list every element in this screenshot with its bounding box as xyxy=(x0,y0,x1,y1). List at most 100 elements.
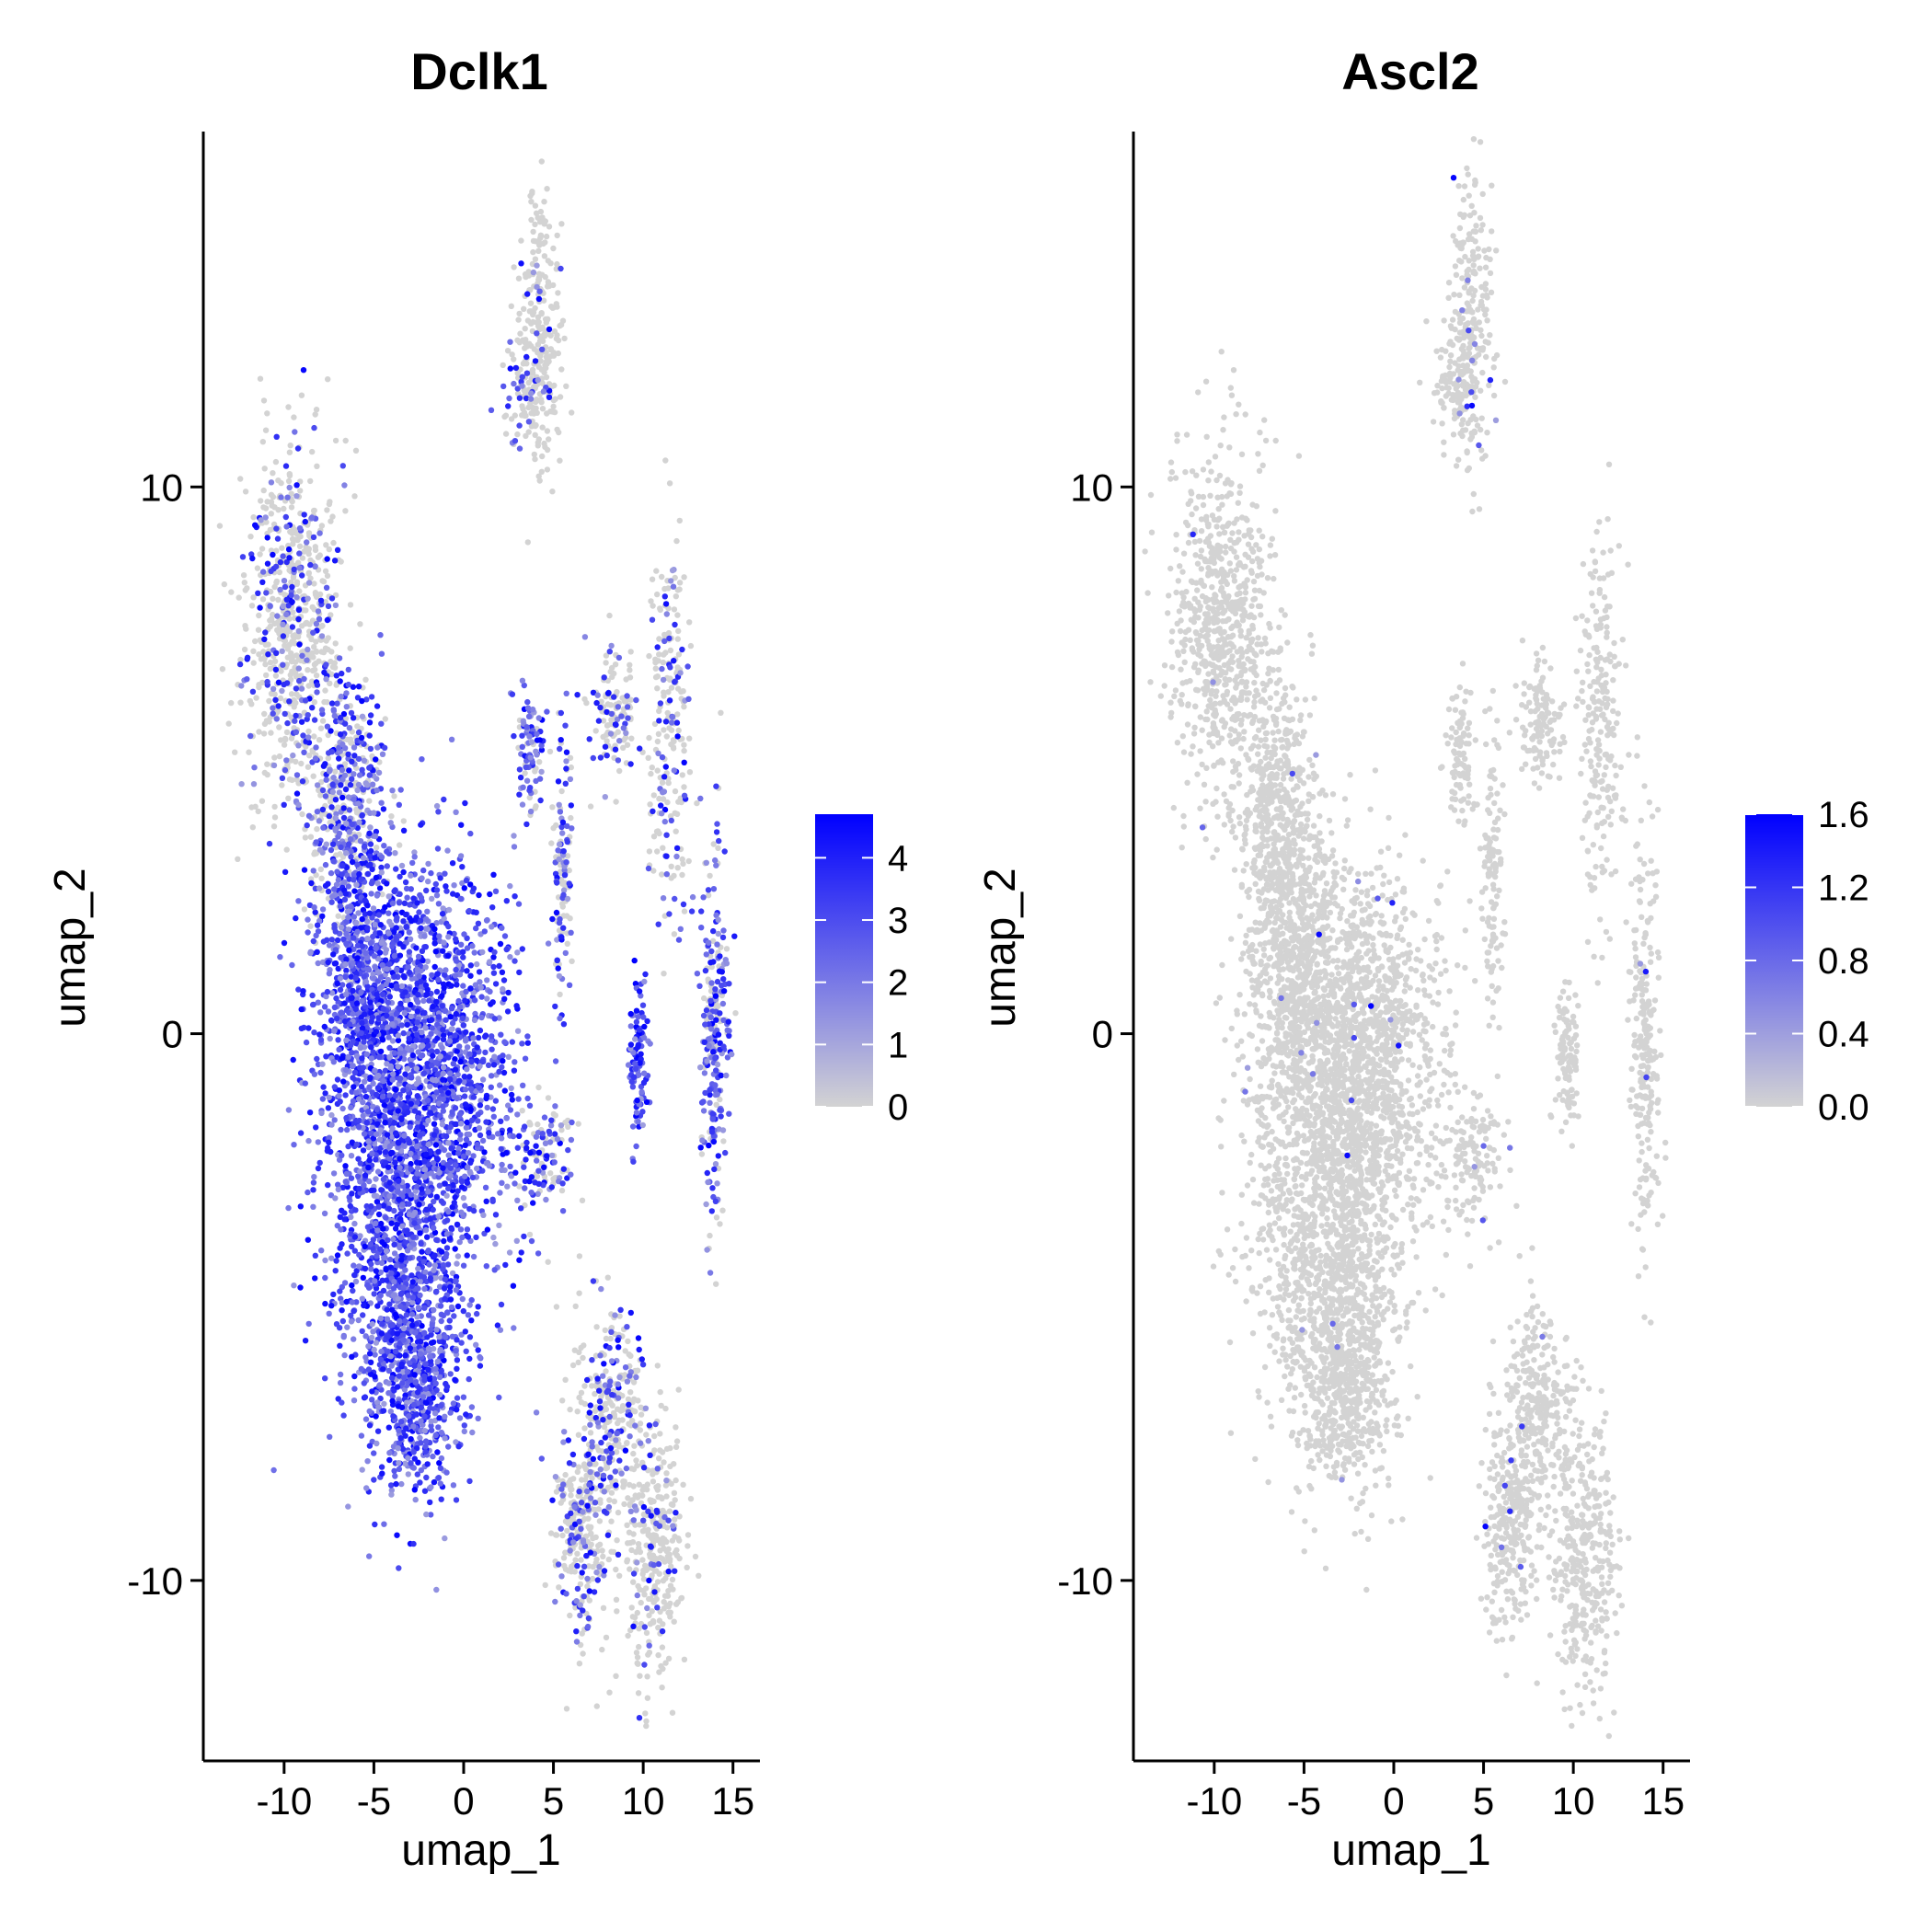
umap-point xyxy=(516,1133,523,1140)
umap-point xyxy=(643,1722,650,1730)
umap-point xyxy=(698,1151,706,1157)
umap-point xyxy=(498,1145,504,1153)
umap-point xyxy=(579,1477,585,1483)
umap-point xyxy=(529,189,535,195)
umap-point xyxy=(286,641,293,648)
umap-point xyxy=(298,1006,305,1013)
umap-point xyxy=(414,1165,421,1171)
umap-point xyxy=(372,921,378,928)
umap-point xyxy=(461,1093,468,1099)
umap-point xyxy=(348,1153,355,1159)
umap-point xyxy=(325,1105,332,1111)
umap-point xyxy=(264,678,270,685)
umap-point xyxy=(595,1506,602,1512)
umap-point xyxy=(499,1161,505,1168)
umap-point xyxy=(422,926,430,932)
umap-point xyxy=(476,1125,483,1132)
umap-point xyxy=(324,507,330,513)
umap-point xyxy=(639,1528,647,1535)
umap-point xyxy=(293,776,300,783)
umap-point xyxy=(593,1324,600,1330)
umap-point xyxy=(323,1053,329,1060)
umap-point xyxy=(329,513,336,520)
umap-point xyxy=(356,819,362,825)
umap-point xyxy=(347,645,353,651)
umap-point xyxy=(559,1532,566,1539)
umap-point xyxy=(236,661,244,668)
umap-point xyxy=(451,882,457,889)
umap-point xyxy=(351,888,358,894)
umap-point xyxy=(367,841,374,847)
umap-point xyxy=(431,963,438,971)
umap-point xyxy=(592,1408,599,1414)
umap-point xyxy=(422,1025,429,1031)
umap-point xyxy=(515,1096,522,1102)
umap-point xyxy=(338,1009,345,1016)
umap-point xyxy=(288,691,295,697)
umap-point xyxy=(630,1450,637,1457)
umap-point xyxy=(462,997,468,1004)
umap-point xyxy=(546,224,553,230)
umap-point xyxy=(372,964,379,971)
umap-point xyxy=(339,1307,345,1314)
umap-point xyxy=(343,704,350,710)
umap-point xyxy=(336,830,343,837)
umap-point xyxy=(228,589,235,595)
umap-point xyxy=(298,392,305,398)
umap-point xyxy=(343,930,350,937)
umap-point xyxy=(462,799,468,807)
umap-point xyxy=(249,555,256,562)
umap-point xyxy=(299,778,306,785)
umap-point xyxy=(400,1029,407,1037)
umap-point xyxy=(453,809,459,815)
umap-point xyxy=(651,1432,658,1440)
umap-point xyxy=(311,851,317,857)
umap-point xyxy=(268,479,275,486)
umap-point xyxy=(267,623,273,630)
umap-point xyxy=(470,885,477,891)
umap-point xyxy=(377,922,384,928)
umap-point xyxy=(484,916,490,924)
umap-point xyxy=(378,939,385,946)
umap-point xyxy=(356,961,362,969)
umap-point xyxy=(470,1094,477,1100)
umap-point xyxy=(307,561,314,569)
umap-point xyxy=(274,619,282,626)
umap-point xyxy=(428,1017,435,1023)
umap-point xyxy=(628,735,635,742)
umap-point xyxy=(341,720,349,727)
umap-point xyxy=(397,1050,403,1056)
umap-point xyxy=(343,690,350,696)
umap-point xyxy=(686,735,693,742)
umap-point xyxy=(570,1476,577,1482)
umap-point xyxy=(633,1457,639,1464)
umap-point xyxy=(615,1406,621,1412)
umap-point xyxy=(652,1555,659,1562)
umap-point xyxy=(298,719,305,725)
umap-point xyxy=(517,330,523,337)
umap-point xyxy=(647,801,653,808)
umap-point xyxy=(256,612,262,619)
umap-point xyxy=(521,305,527,312)
umap-point xyxy=(529,370,536,376)
umap-point xyxy=(475,920,482,926)
umap-point xyxy=(263,718,270,724)
umap-point xyxy=(543,374,550,381)
umap-point xyxy=(555,337,562,344)
umap-point xyxy=(445,1152,452,1158)
umap-point xyxy=(385,1034,392,1041)
umap-point xyxy=(568,1487,574,1493)
umap-point xyxy=(564,940,570,947)
umap-point xyxy=(720,1138,727,1144)
umap-point xyxy=(398,983,406,990)
umap-point xyxy=(354,955,361,961)
umap-point xyxy=(315,608,322,615)
umap-point xyxy=(512,893,518,900)
umap-point xyxy=(519,1108,525,1114)
umap-point xyxy=(613,1566,619,1573)
umap-point xyxy=(467,1086,475,1092)
umap-point xyxy=(305,530,313,536)
umap-point xyxy=(277,586,283,593)
umap-point xyxy=(669,1537,676,1544)
umap-point xyxy=(308,678,316,684)
